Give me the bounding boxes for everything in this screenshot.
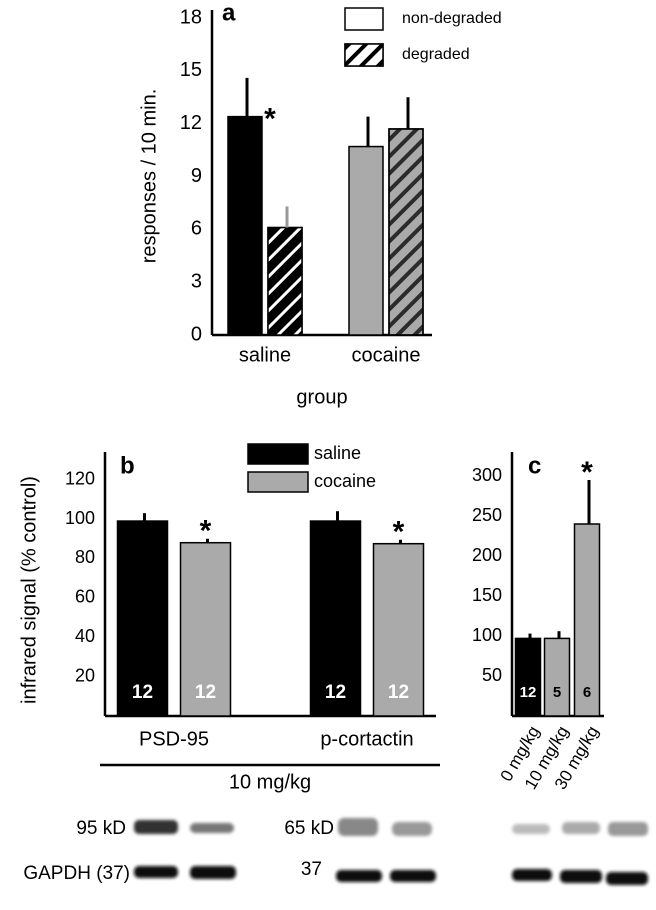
y-tick-label: 300: [472, 465, 502, 485]
y-tick-label: 50: [482, 665, 502, 685]
panel-label: c: [528, 452, 541, 479]
y-tick-label: 12: [180, 112, 202, 134]
y-tick-label: 9: [191, 165, 202, 187]
bar: [348, 145, 384, 336]
legend-hatch: [344, 43, 384, 67]
n-label: 6: [583, 684, 591, 701]
panel-label: b: [120, 452, 135, 479]
bar: [514, 637, 542, 717]
n-label: 12: [195, 682, 216, 703]
blot-label: GAPDH (37): [23, 863, 130, 884]
x-axis-title: 10 mg/kg: [229, 771, 311, 793]
y-axis-title: responses / 10 min.: [138, 89, 160, 264]
y-tick-label: 100: [472, 625, 502, 645]
y-tick-label: 200: [472, 545, 502, 565]
bar: [116, 520, 169, 717]
n-label: 5: [553, 684, 561, 701]
blot-band: [134, 820, 178, 834]
y-tick-label: 100: [65, 508, 95, 528]
legend-swatch: [247, 443, 309, 465]
x-axis-title: group: [296, 386, 347, 408]
blot-band: [134, 866, 178, 878]
bar-hatch: [388, 128, 424, 336]
legend-label: degraded: [402, 46, 470, 63]
blot-band: [390, 870, 436, 882]
n-label: 12: [325, 682, 346, 703]
blot-band: [338, 818, 378, 836]
n-label: 12: [388, 682, 409, 703]
blot-label: 37: [301, 859, 322, 880]
significance-marker: *: [581, 456, 593, 489]
y-tick-label: 20: [75, 665, 95, 685]
legend-label: non-degraded: [402, 10, 502, 27]
x-tick-label: p-cortactin: [320, 728, 413, 750]
blot-band: [392, 822, 432, 836]
y-tick-label: 15: [180, 59, 202, 81]
y-tick-label: 150: [472, 585, 502, 605]
blot-label: 95 kD: [76, 818, 126, 839]
n-label: 12: [520, 684, 537, 701]
significance-marker: *: [200, 515, 212, 548]
bar: [179, 541, 232, 717]
blot-band: [190, 823, 234, 833]
bar: [573, 523, 601, 717]
y-tick-label: 60: [75, 587, 95, 607]
legend-label: cocaine: [314, 471, 376, 491]
legend-swatch: [344, 7, 384, 31]
blot-band: [512, 824, 550, 834]
y-tick-label: 120: [65, 468, 95, 488]
blot-band: [336, 870, 382, 882]
y-tick-label: 18: [180, 6, 202, 28]
blot-band: [560, 870, 602, 883]
significance-marker: *: [393, 516, 405, 549]
y-tick-label: 0: [191, 323, 202, 345]
legend-label: saline: [314, 443, 361, 463]
blot-label: 65 kD: [284, 818, 334, 839]
significance-marker: *: [264, 103, 276, 136]
y-tick-label: 250: [472, 505, 502, 525]
blot-band: [608, 822, 648, 836]
bar: [227, 115, 263, 336]
x-tick-label: saline: [239, 344, 291, 366]
blot-band: [606, 872, 648, 885]
y-axis-title: infrared signal (% control): [18, 476, 40, 704]
panel-label: a: [222, 0, 236, 26]
x-tick-label: cocaine: [352, 344, 421, 366]
bar: [372, 542, 425, 717]
y-tick-label: 3: [191, 270, 202, 292]
blot-band: [512, 869, 552, 881]
y-tick-label: 6: [191, 218, 202, 240]
western-blots: [134, 818, 648, 885]
y-tick-label: 80: [75, 547, 95, 567]
bar-hatch: [267, 226, 303, 336]
n-label: 12: [132, 682, 153, 703]
blot-band: [562, 822, 600, 834]
bar: [543, 637, 571, 717]
y-tick-label: 40: [75, 626, 95, 646]
bar: [309, 520, 362, 717]
blot-band: [190, 866, 236, 879]
x-tick-label: PSD-95: [139, 728, 209, 750]
legend-swatch: [247, 471, 309, 493]
